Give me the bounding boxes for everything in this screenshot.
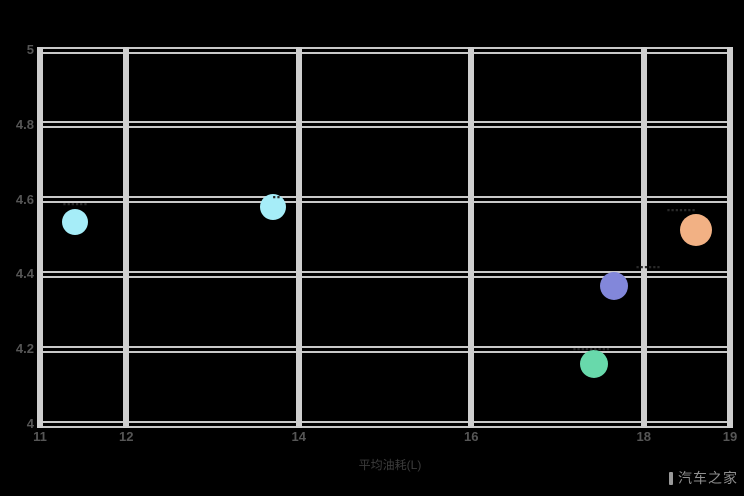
data-point-bubble[interactable] [679,213,712,246]
point-label: ▪▪▪▪▪▪▪▪▪ [572,344,611,355]
vertical-gridline [640,47,647,428]
y-axis-tick-label: 4.8 [15,116,34,132]
y-axis-tick-label: 4.6 [15,191,34,207]
autohome-logo-icon [669,471,673,485]
x-axis-tick-label: 19 [722,429,738,444]
horizontal-gridline [37,420,733,428]
y-axis-tick-label: 4 [26,416,34,431]
point-label: ▪▪▪▪▪▪ [62,199,89,210]
vertical-gridline [295,47,302,428]
point-label: ▪▪▪▪▪▪ [635,261,662,272]
x-axis-tick-label: 11 [33,429,47,444]
data-point-bubble[interactable] [259,194,286,221]
data-point-bubble[interactable] [579,350,608,379]
horizontal-gridline [37,345,733,353]
x-axis-title: 平均油耗(L) [358,458,422,472]
data-point-bubble[interactable] [599,271,628,300]
vertical-gridline [727,47,733,428]
watermark: 汽车之家 [669,468,738,488]
horizontal-gridline [37,270,733,278]
x-axis-tick-label: 14 [291,429,306,444]
point-label: ▪▪ [272,192,282,203]
x-axis-tick-label: 18 [636,429,651,444]
data-point-bubble[interactable] [61,209,88,236]
vertical-gridline [468,47,475,428]
x-axis-tick-label: 16 [464,429,479,444]
horizontal-gridline [37,46,733,54]
y-axis-tick-label: 5 [26,42,34,57]
vertical-gridline [123,47,130,428]
y-axis-tick-label: 4.4 [15,266,34,282]
x-axis-tick-label: 12 [119,429,134,444]
y-axis-tick-label: 4.2 [15,341,34,357]
watermark-text: 汽车之家 [678,470,738,486]
point-label: ▪▪▪▪▪▪▪ [666,204,697,215]
vertical-gridline [37,47,43,428]
horizontal-gridline [37,121,733,129]
horizontal-gridline [37,196,733,204]
